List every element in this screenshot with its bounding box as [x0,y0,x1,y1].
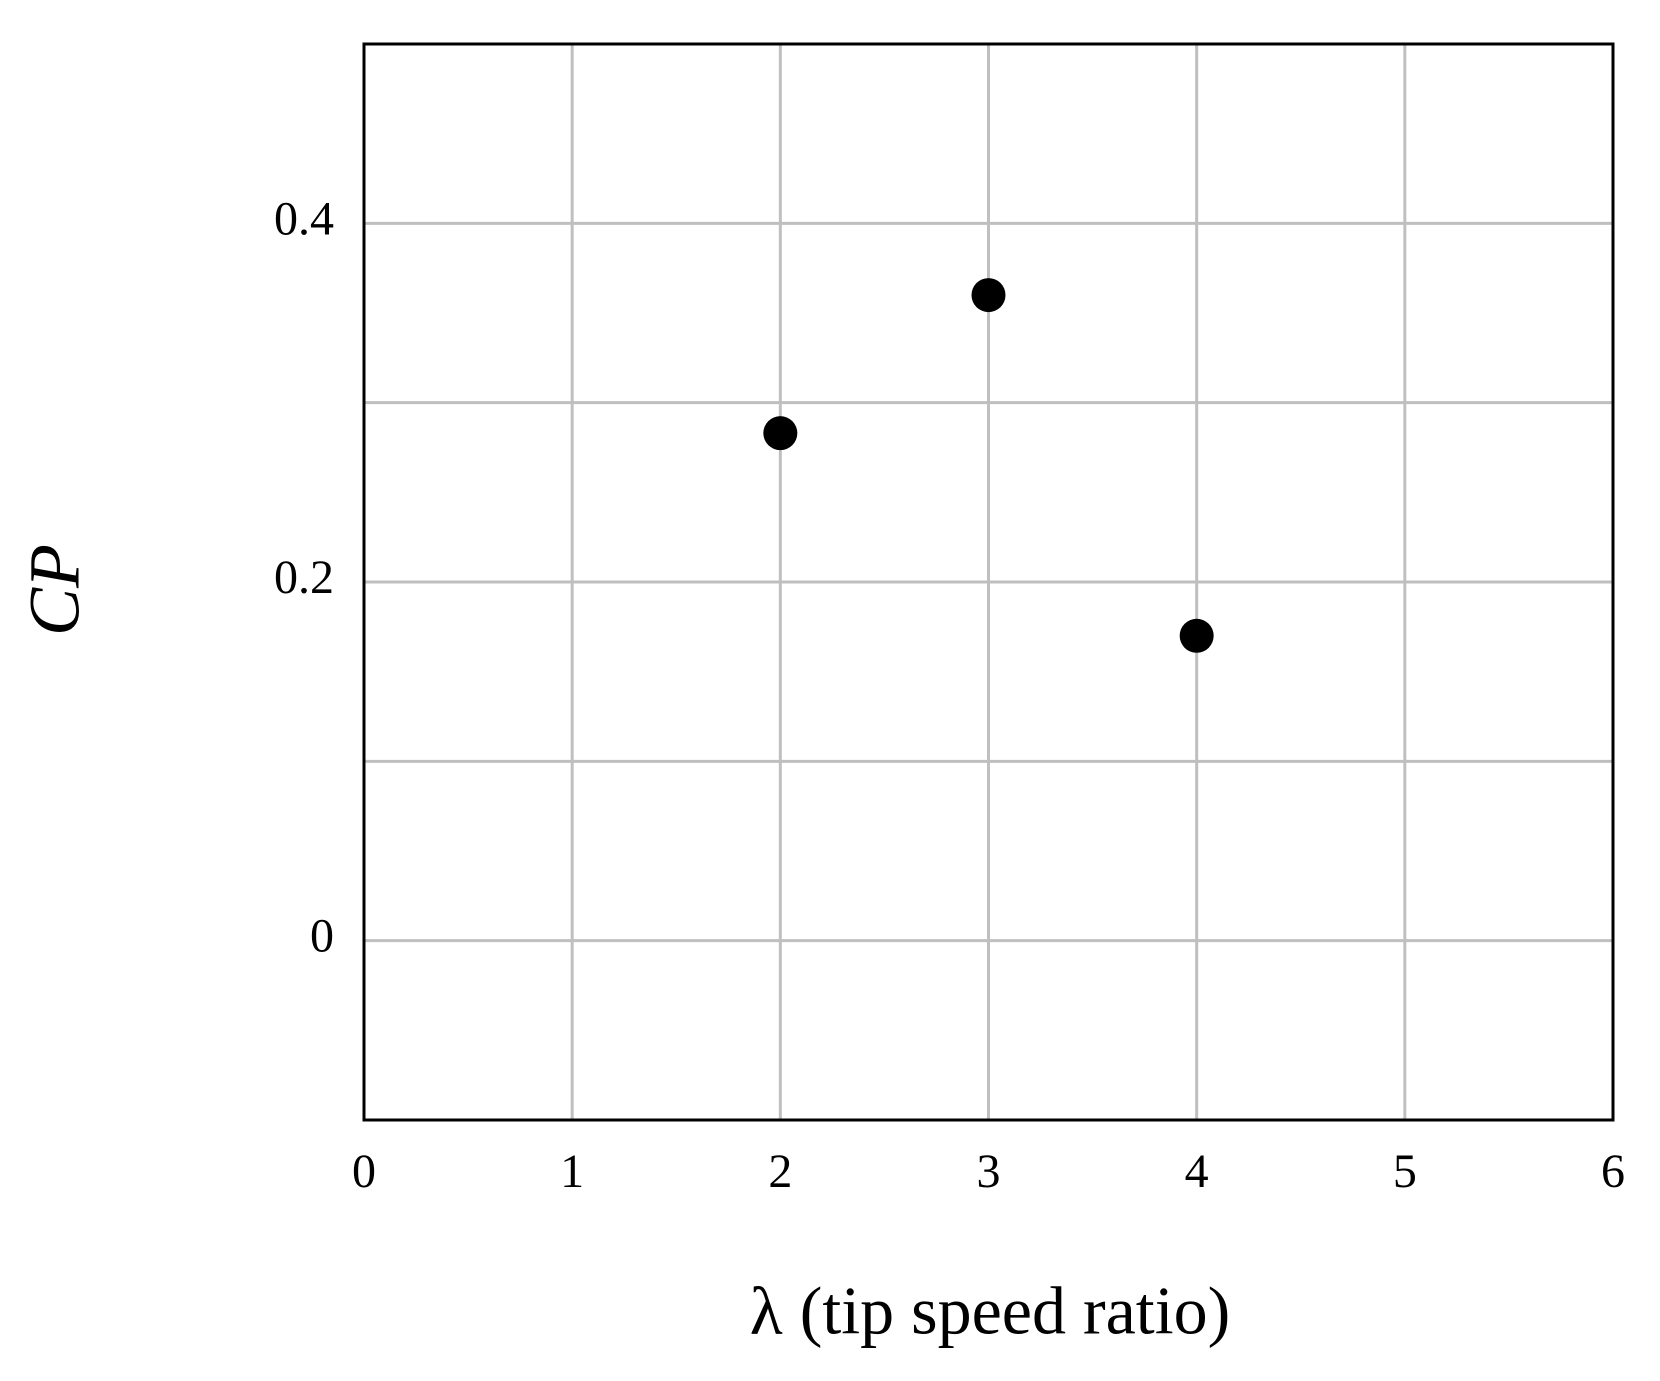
y-tick-label: 0.4 [274,192,334,245]
x-tick-label: 5 [1393,1145,1417,1198]
plot-frame [362,42,1615,1122]
y-axis-label: CP [15,544,95,636]
y-tick-label: 0 [310,910,334,963]
x-tick-label: 0 [352,1145,376,1198]
x-tick-label: 3 [977,1145,1001,1198]
x-tick-label: 1 [560,1145,584,1198]
point [1179,618,1214,653]
x-tick-label: 2 [768,1145,792,1198]
x-tick-label: 4 [1185,1145,1209,1198]
point [971,278,1006,313]
x-axis-label: λ (tip speed ratio) [750,1273,1230,1349]
x-tick-label: 6 [1601,1145,1625,1198]
point [763,416,798,451]
y-tick-label: 0.2 [274,551,334,604]
